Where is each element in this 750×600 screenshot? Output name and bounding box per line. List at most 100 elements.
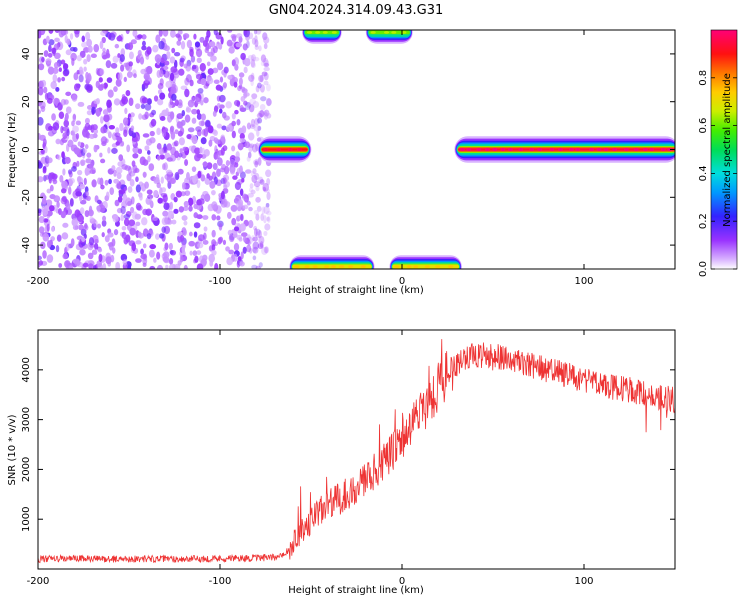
noise-blob: [156, 251, 161, 260]
noise-blob: [105, 191, 110, 200]
noise-blob: [86, 152, 92, 158]
noise-blob: [194, 41, 201, 48]
noise-blob: [117, 195, 123, 203]
noise-blob: [231, 217, 237, 226]
noise-blob: [96, 205, 101, 212]
band-peak: [331, 265, 337, 268]
noise-blob: [220, 190, 225, 200]
noise-blob: [47, 66, 55, 75]
noise-blob: [170, 66, 178, 73]
band-peak: [612, 147, 618, 152]
noise-blob: [213, 30, 218, 36]
y-tick-label: -40: [21, 237, 32, 253]
noise-blob: [257, 117, 263, 124]
noise-blob: [128, 219, 136, 227]
noise-blob: [98, 77, 103, 83]
noise-blob: [237, 85, 242, 92]
noise-blob: [250, 189, 256, 195]
y-tick-label: 20: [21, 95, 32, 108]
noise-blob: [142, 159, 149, 166]
noise-blob: [266, 216, 270, 222]
noise-blob: [159, 154, 166, 160]
spectrogram-x-label: Height of straight line (km): [288, 285, 424, 296]
noise-blob: [78, 66, 84, 75]
noise-blob: [168, 258, 174, 265]
noise-blob: [48, 30, 54, 34]
noise-blob: [79, 207, 85, 215]
noise-blob: [114, 199, 120, 207]
noise-blob: [240, 251, 244, 260]
noise-blob: [203, 97, 209, 104]
noise-blob: [46, 157, 53, 164]
noise-blob: [118, 154, 124, 162]
noise-blob: [57, 77, 61, 83]
noise-blob: [220, 134, 226, 141]
band-peak: [568, 147, 574, 152]
noise-blob: [113, 98, 121, 106]
noise-blob: [207, 51, 214, 57]
noise-blob: [183, 220, 188, 226]
noise-blob: [182, 206, 189, 212]
noise-blob: [221, 125, 227, 131]
noise-blob: [260, 54, 267, 63]
band-peak: [507, 147, 513, 152]
noise-blob: [46, 240, 52, 248]
noise-blob: [203, 84, 209, 89]
noise-blob: [212, 110, 217, 117]
noise-blob: [105, 128, 110, 134]
band-peak: [339, 265, 345, 268]
noise-blob: [113, 178, 120, 184]
noise-blob: [38, 226, 45, 234]
noise-blob: [241, 177, 245, 183]
noise-blob: [144, 145, 150, 151]
noise-blob: [38, 255, 42, 261]
noise-blob: [229, 167, 236, 175]
noise-blob: [170, 81, 177, 89]
noise-blob: [88, 237, 95, 246]
carrier-segment-left: [257, 136, 312, 163]
noise-blob: [248, 104, 255, 113]
noise-blob: [86, 54, 91, 63]
noise-blob: [244, 169, 252, 174]
noise-blob: [77, 141, 82, 147]
noise-blob: [263, 62, 270, 68]
noise-blob: [88, 205, 93, 214]
aliased-band-top-1: [302, 30, 342, 44]
noise-blob: [146, 46, 152, 55]
noise-blob: [259, 241, 264, 248]
band-peak: [459, 147, 465, 152]
noise-blob: [252, 100, 260, 108]
noise-blob: [266, 97, 272, 107]
noise-blob: [173, 59, 178, 69]
noise-blob: [185, 63, 192, 72]
noise-blob: [253, 30, 258, 35]
band-peak: [424, 265, 430, 268]
noise-blob: [166, 143, 172, 151]
noise-blob: [253, 209, 260, 216]
noise-blob: [38, 86, 44, 96]
band-peak: [360, 265, 366, 268]
noise-blob: [38, 161, 43, 169]
noise-blob: [266, 178, 271, 186]
noise-blob: [85, 191, 90, 197]
noise-blob: [234, 109, 239, 115]
noise-blob: [254, 39, 259, 48]
noise-blob: [258, 75, 264, 83]
band-peak: [549, 147, 555, 152]
noise-blob: [106, 99, 112, 108]
noise-blob: [227, 74, 233, 80]
noise-blob: [233, 226, 240, 232]
noise-blob: [129, 227, 137, 236]
noise-blob: [194, 147, 201, 155]
y-tick-label: 40: [21, 48, 32, 61]
noise-blob: [63, 68, 70, 76]
noise-blob: [169, 72, 175, 81]
noise-blob: [114, 43, 120, 49]
noise-blob: [157, 98, 164, 106]
noise-blob: [65, 91, 72, 97]
noise-blob: [253, 225, 258, 231]
snr-x-tick-labels: -200 -100 0 100: [27, 576, 594, 587]
noise-blob: [169, 125, 175, 133]
noise-blob: [223, 115, 230, 121]
noise-blob: [99, 204, 106, 213]
